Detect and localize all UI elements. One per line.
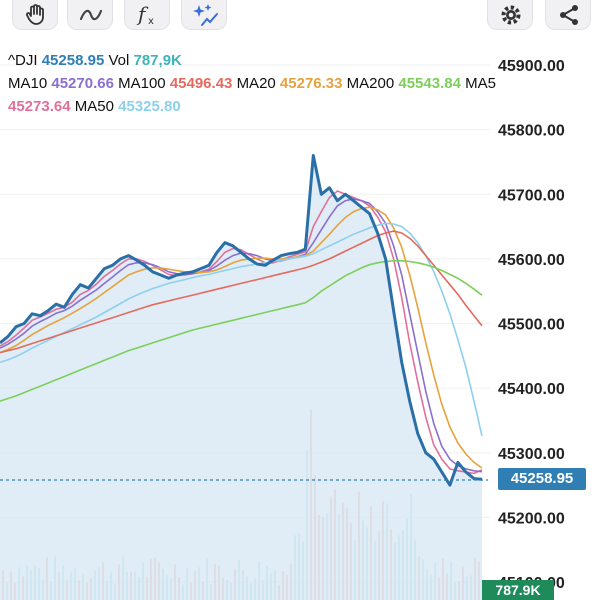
y-tick-label: 45400.00 bbox=[498, 381, 565, 398]
share-button[interactable] bbox=[545, 0, 591, 30]
legend-symbol: ^DJI bbox=[8, 52, 38, 69]
y-tick-label: 45900.00 bbox=[498, 58, 565, 75]
legend-ma10-label: MA10 bbox=[8, 75, 48, 92]
legend-row-2: MA10 45270.66 MA100 45496.43 MA20 45276.… bbox=[8, 75, 496, 92]
gear-icon bbox=[501, 5, 521, 25]
price-area-fill bbox=[0, 155, 482, 600]
legend-ma100-value: 45496.43 bbox=[169, 75, 233, 92]
current-price-tag: 45258.95 bbox=[498, 468, 586, 490]
function-icon: f x bbox=[136, 3, 154, 27]
y-tick-label: 45600.00 bbox=[498, 252, 565, 269]
legend-vol-value: 787,9K bbox=[133, 52, 182, 69]
legend-ma50-value: 45325.80 bbox=[118, 98, 181, 115]
legend-ma10-value: 45270.66 bbox=[51, 75, 114, 92]
legend-ma20-value: 45276.33 bbox=[279, 75, 343, 92]
legend-ma20-label: MA20 bbox=[236, 75, 276, 92]
settings-button[interactable] bbox=[487, 0, 533, 30]
series-line-ma100 bbox=[0, 230, 483, 354]
y-tick-label: 45300.00 bbox=[498, 446, 565, 463]
legend-ma5-label: MA5 bbox=[465, 75, 496, 92]
series-line-dji bbox=[0, 154, 483, 487]
hand-tool-button[interactable] bbox=[12, 0, 58, 30]
legend-ma200-value: 45543.84 bbox=[398, 75, 461, 92]
wave-icon bbox=[79, 9, 103, 21]
price-line bbox=[0, 154, 483, 487]
price-area bbox=[0, 155, 482, 600]
y-tick-label: 45800.00 bbox=[498, 123, 565, 140]
svg-text:x: x bbox=[148, 16, 154, 27]
hand-icon bbox=[26, 4, 44, 25]
series-line-ma5 bbox=[0, 190, 483, 475]
legend-price: 45258.95 bbox=[41, 52, 105, 69]
y-tick-label: 45500.00 bbox=[498, 317, 565, 334]
line-style-button[interactable] bbox=[67, 0, 113, 30]
y-axis: 45900.00 45800.00 45700.00 45600.00 45500.00… bbox=[498, 58, 565, 592]
y-tick-label: 45200.00 bbox=[498, 510, 565, 527]
sparkle-chart-icon bbox=[193, 4, 218, 26]
share-icon bbox=[560, 5, 578, 25]
legend-ma100-label: MA100 bbox=[118, 75, 166, 92]
legend-ma5-value: 45273.64 bbox=[8, 98, 71, 115]
current-volume-tag: 787.9K bbox=[482, 580, 554, 600]
series-line-ma50 bbox=[0, 222, 483, 437]
series-line-ma200 bbox=[0, 260, 483, 402]
legend-ma200-label: MA200 bbox=[346, 75, 395, 92]
legend-vol-label: Vol bbox=[108, 52, 130, 69]
legend-row-1: ^DJI 45258.95 Vol 787,9K bbox=[8, 52, 182, 69]
legend-ma50-label: MA50 bbox=[74, 98, 114, 115]
y-tick-label: 45700.00 bbox=[498, 187, 565, 204]
series-line-ma20 bbox=[0, 206, 483, 469]
ai-analysis-button[interactable] bbox=[181, 0, 227, 30]
indicator-button[interactable]: f x bbox=[124, 0, 170, 30]
legend-row-3: 45273.64 MA50 45325.80 bbox=[8, 98, 181, 115]
